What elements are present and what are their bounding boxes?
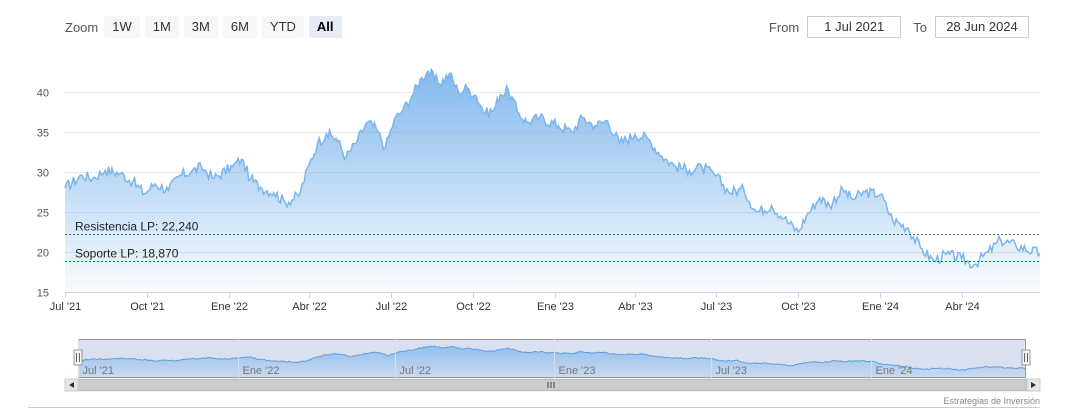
y-tick-label-30: 30 (37, 168, 49, 180)
navigator-tick-label-1: Ene '22 (243, 365, 280, 377)
to-date-input[interactable]: 28 Jun 2024 (935, 16, 1029, 38)
plot-lines: Resistencia LP: 22,240 Soporte LP: 18,870 (65, 220, 1040, 262)
x-tick-label-7: Abr '23 (618, 301, 653, 313)
navigator-tick-label-4: Jul '23 (716, 365, 747, 377)
x-tick-label-3: Abr '22 (292, 301, 327, 313)
zoom-button-6m[interactable]: 6M (222, 16, 257, 38)
navigator-tick-label-2: Jul '22 (400, 365, 431, 377)
plot-line-label-0: Resistencia LP: 22,240 (75, 220, 199, 234)
from-label: From (768, 19, 800, 35)
x-tick-label-8: Jul '23 (701, 301, 732, 313)
zoom-button-3m[interactable]: 3M (183, 16, 218, 38)
y-tick-label-35: 35 (37, 128, 49, 140)
navigator-area (78, 346, 1026, 378)
y-tick-label-25: 25 (37, 208, 49, 220)
plot-line-label-1: Soporte LP: 18,870 (75, 247, 179, 261)
date-range-inputs: From 1 Jul 2021 To 28 Jun 2024 (769, 16, 1029, 38)
navigator-line (77, 345, 1027, 371)
navigator-tick-label-5: Ene '24 (876, 365, 913, 377)
zoom-button-ytd[interactable]: YTD (261, 16, 304, 38)
from-date-input[interactable]: 1 Jul 2021 (807, 16, 902, 38)
zoom-button-1w[interactable]: 1W (104, 16, 140, 38)
x-tick-label-6: Ene '23 (537, 301, 574, 313)
x-tick-label-2: Ene '22 (211, 301, 248, 313)
navigator-handle-left-box (73, 349, 83, 366)
navigator-handle-right-box (1021, 349, 1031, 366)
navigator[interactable]: Jul '21 Ene '22 Jul '22 Ene '23 Jul '23 Ene '… (73, 339, 1031, 378)
zoom-button-all[interactable]: All (308, 16, 342, 38)
price-area-fill (65, 69, 1040, 292)
navigator-tick-label-0: Jul '21 (83, 365, 114, 377)
x-tick-label-11: Abr '24 (945, 301, 980, 313)
scrollbar-left-arrow-icon (69, 382, 74, 388)
navigator-handle-left[interactable] (73, 349, 83, 366)
x-axis: Jul '21 Oct '21 Ene '22 Abr '22 Jul '22 Oct '… (50, 292, 1040, 313)
scrollbar-thumb[interactable] (77, 379, 1027, 391)
scrollbar[interactable] (28, 378, 1041, 408)
navigator-tick-label-3: Ene '23 (559, 365, 596, 377)
x-tick-label-10: Ene '24 (862, 301, 899, 313)
x-tick-label-1: Oct '21 (130, 301, 165, 313)
range-selector-zoom: Zoom 1W 1M 3M 6M YTD All (65, 15, 347, 39)
y-tick-label-20: 20 (37, 248, 49, 260)
navigator-handle-right[interactable] (1021, 349, 1031, 366)
price-area (64, 67, 1041, 292)
zoom-button-1m[interactable]: 1M (144, 16, 179, 38)
y-tick-label-40: 40 (37, 88, 49, 100)
scrollbar-right-arrow-icon (1031, 382, 1036, 388)
price-line (64, 67, 1041, 269)
y-axis: 15 20 25 30 35 40 (37, 88, 49, 300)
y-tick-label-15: 15 (37, 288, 49, 300)
to-label: To (913, 19, 927, 35)
x-tick-label-0: Jul '21 (50, 301, 81, 313)
chart-credit: Estrategias de Inversión (943, 396, 1040, 406)
x-tick-label-9: Oct '23 (781, 301, 816, 313)
x-tick-label-5: Oct '22 (456, 301, 491, 313)
x-tick-label-4: Jul '22 (376, 301, 407, 313)
zoom-label: Zoom (65, 19, 99, 35)
